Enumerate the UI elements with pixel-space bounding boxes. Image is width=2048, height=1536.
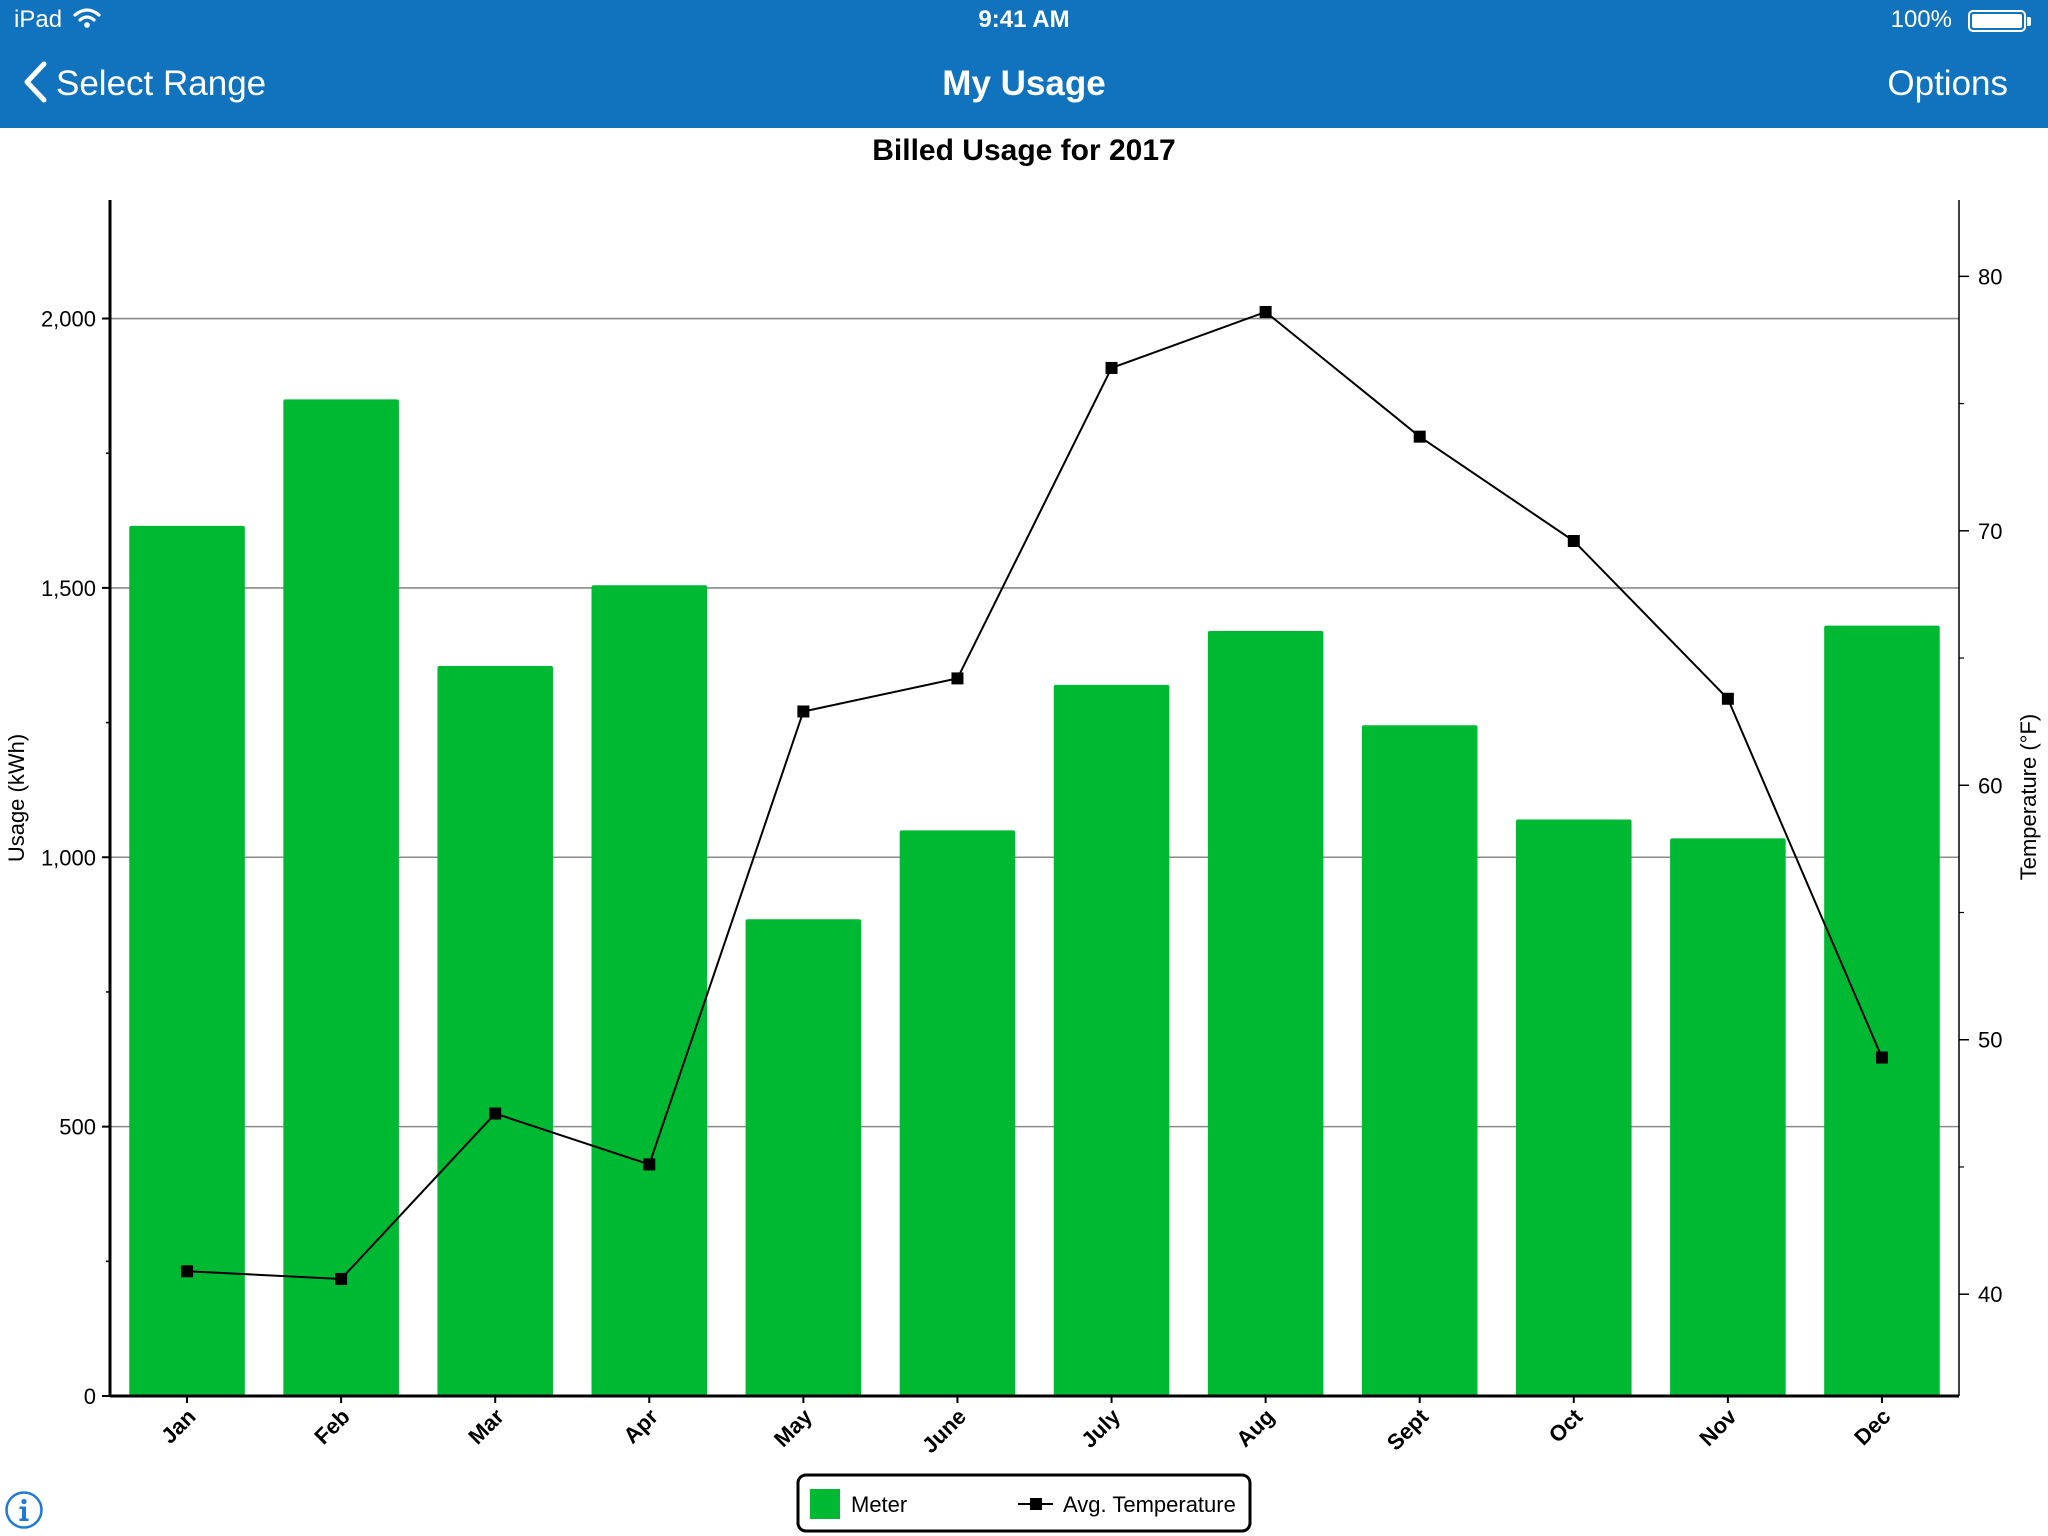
wifi-icon <box>72 6 102 35</box>
chart-title: Billed Usage for 2017 <box>872 134 1175 167</box>
info-icon[interactable] <box>4 1490 44 1530</box>
temperature-point-may <box>797 705 810 718</box>
status-time: 9:41 AM <box>978 6 1070 33</box>
bar-dec <box>1824 625 1940 1396</box>
bar-apr <box>591 585 708 1396</box>
temperature-point-dec <box>1875 1051 1888 1064</box>
temperature-point-feb <box>335 1272 348 1285</box>
y2-tick-label: 80 <box>1978 264 2002 289</box>
y-tick-label: 1,500 <box>41 576 96 601</box>
navigation-bar: Select Range My Usage Options <box>0 40 2048 128</box>
x-tick-label-sept: Sept <box>1382 1403 1434 1455</box>
y-tick-label: 0 <box>84 1384 96 1409</box>
x-tick-label-may: May <box>769 1403 817 1451</box>
bar-june <box>899 830 1016 1396</box>
options-button[interactable]: Options <box>1887 64 2008 103</box>
temperature-point-nov <box>1721 692 1734 705</box>
x-tick-label-mar: Mar <box>463 1404 509 1450</box>
y2-tick-label: 60 <box>1978 773 2002 798</box>
bar-nov <box>1670 838 1786 1396</box>
legend-meter-label: Meter <box>851 1492 907 1517</box>
x-tick-label-aug: Aug <box>1231 1404 1279 1452</box>
x-tick-label-june: June <box>917 1404 971 1458</box>
x-tick-label-jan: Jan <box>156 1404 200 1448</box>
status-battery-percent: 100% <box>1890 6 1952 33</box>
legend-temperature-label: Avg. Temperature <box>1063 1492 1236 1517</box>
bar-may <box>745 919 862 1396</box>
usage-chart: Billed Usage for 2017 0 500 1,000 1,500 2,000… <box>4 134 2041 1533</box>
x-tick-label-apr: Apr <box>618 1404 663 1449</box>
x-tick-label-july: July <box>1076 1403 1125 1452</box>
temperature-point-apr <box>643 1158 656 1171</box>
y-tick-label: 1,000 <box>41 845 96 870</box>
bar-july <box>1053 684 1170 1396</box>
bar-mar <box>437 666 553 1396</box>
temperature-point-june <box>951 672 964 685</box>
y2-tick-label: 40 <box>1978 1282 2002 1307</box>
temperature-point-july <box>1105 361 1118 374</box>
temperature-point-mar <box>489 1107 502 1120</box>
y2-tick-label: 50 <box>1978 1028 2002 1053</box>
bar-oct <box>1516 819 1632 1396</box>
status-carrier: iPad <box>14 6 63 33</box>
temperature-line <box>186 310 1883 1280</box>
bar-jan <box>129 525 245 1396</box>
battery-icon <box>1968 10 2031 32</box>
bar-sept <box>1361 725 1478 1396</box>
status-bar: iPad 9:41 AM 100% <box>0 0 2048 40</box>
legend-temperature-marker <box>1030 1498 1042 1510</box>
y-axis-title: Usage (kWh) <box>4 734 29 862</box>
legend-meter-swatch <box>810 1489 840 1519</box>
temperature-point-jan <box>181 1265 194 1278</box>
y2-tick-label: 70 <box>1978 519 2002 544</box>
bar-aug <box>1207 630 1324 1396</box>
x-tick-label-dec: Dec <box>1849 1404 1895 1450</box>
temperature-point-oct <box>1567 534 1580 547</box>
x-tick-label-feb: Feb <box>309 1404 354 1449</box>
y-tick-label: 500 <box>59 1115 96 1140</box>
x-tick-label-oct: Oct <box>1544 1403 1588 1447</box>
chevron-left-icon <box>22 60 48 109</box>
y2-axis-title: Temperature (°F) <box>2016 714 2041 881</box>
top-bar: iPad 9:41 AM 100% Select Range My Usage … <box>0 0 2048 128</box>
temperature-point-sept <box>1413 430 1426 443</box>
select-range-back-button[interactable]: Select Range <box>22 60 267 109</box>
page-title: My Usage <box>942 64 1106 103</box>
bar-feb <box>283 399 399 1396</box>
x-tick-label-nov: Nov <box>1694 1403 1742 1451</box>
temperature-point-aug <box>1259 305 1272 318</box>
back-button-label: Select Range <box>56 64 267 103</box>
y-tick-label: 2,000 <box>41 307 96 332</box>
